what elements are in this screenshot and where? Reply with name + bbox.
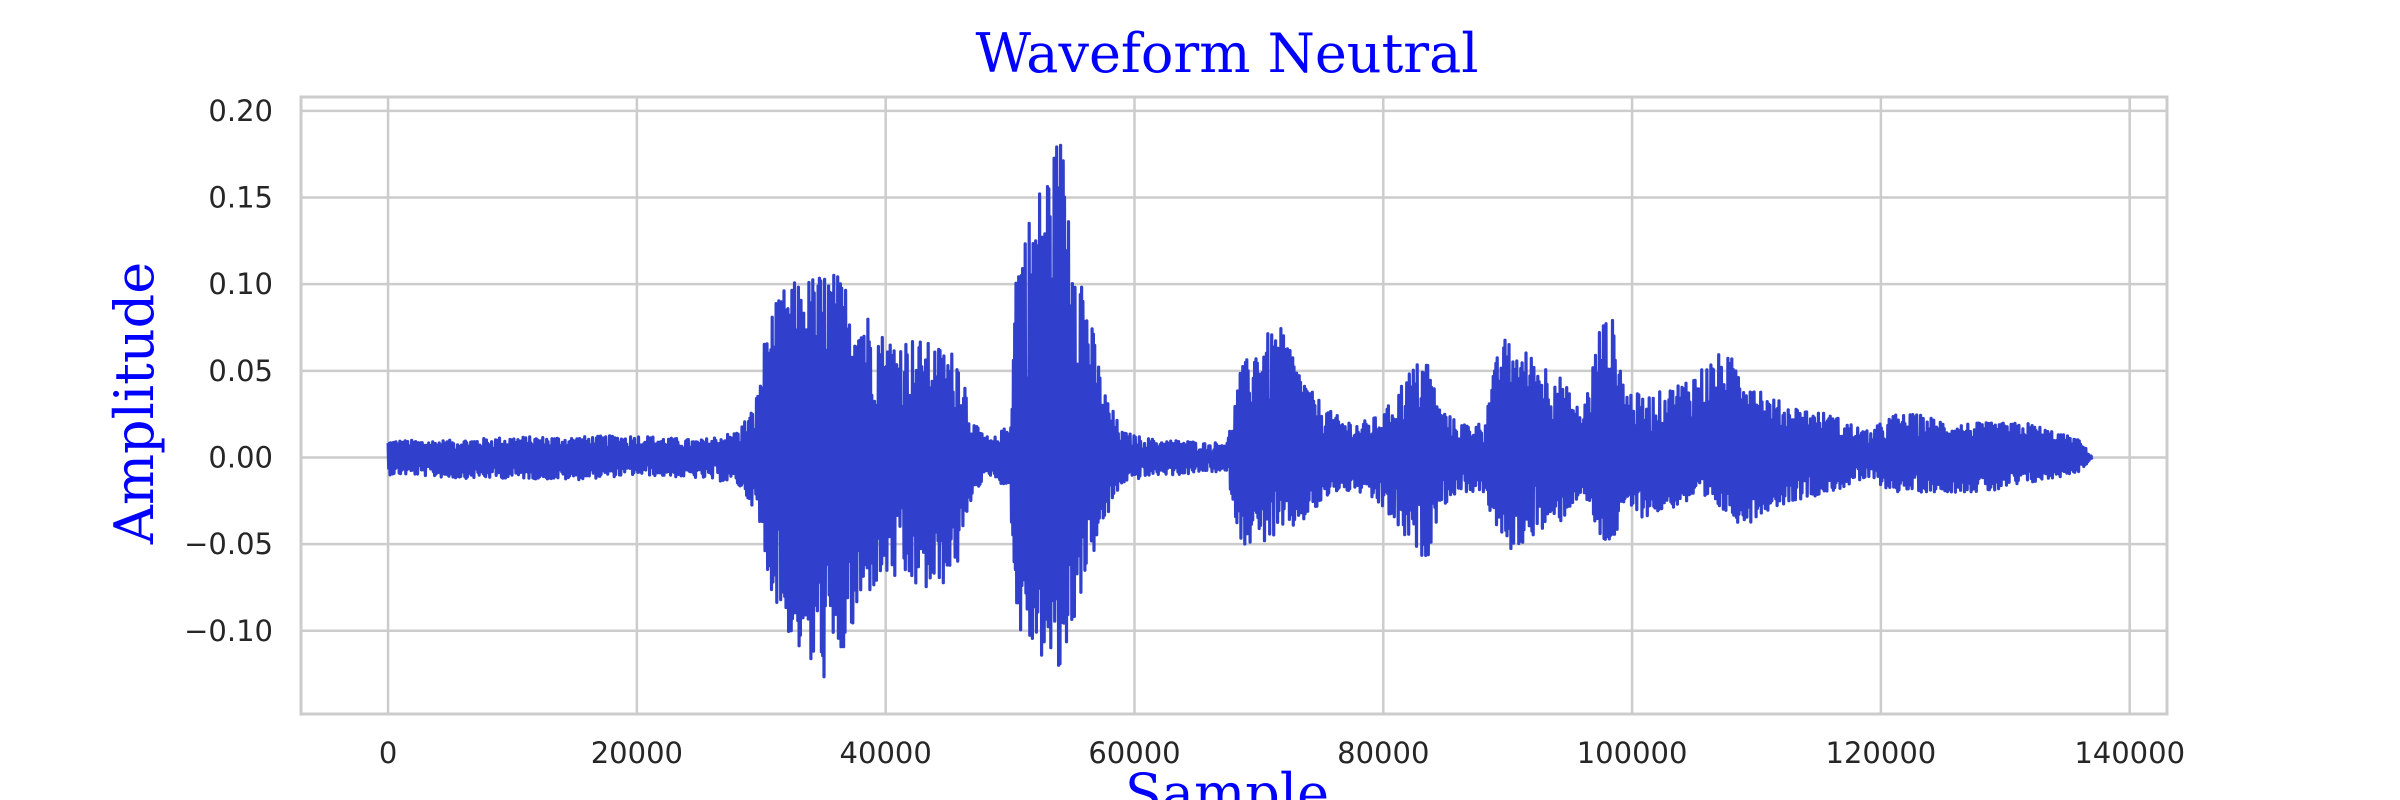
x-tick-label: 60000 [1088, 736, 1180, 770]
x-tick-label: 0 [379, 736, 397, 770]
x-axis-label: Sample [1125, 762, 1329, 800]
y-tick-label: −0.05 [184, 527, 273, 561]
y-tick-label: −0.10 [184, 614, 273, 648]
x-tick-label: 80000 [1337, 736, 1429, 770]
x-tick-label: 140000 [2074, 736, 2185, 770]
x-tick-label: 20000 [591, 736, 683, 770]
y-tick-label: 0.00 [208, 440, 273, 474]
y-tick-label: 0.15 [208, 181, 273, 215]
y-tick-labels: −0.10 −0.05 0.00 0.05 0.10 0.15 0.20 [184, 94, 273, 648]
x-tick-label: 100000 [1577, 736, 1688, 770]
waveform-series [386, 143, 2094, 679]
y-tick-label: 0.05 [208, 354, 273, 388]
y-axis-label: Amplitude [103, 262, 166, 545]
y-tick-label: 0.20 [208, 94, 273, 128]
plot-frame [299, 95, 2169, 716]
x-tick-label: 40000 [840, 736, 932, 770]
y-tick-label: 0.10 [208, 267, 273, 301]
waveform-line [386, 143, 2094, 679]
chart-title: Waveform Neutral [975, 22, 1478, 85]
x-tick-labels: 0 20000 40000 60000 80000 100000 120000 140000 [379, 736, 2185, 770]
x-tick-label: 120000 [1826, 736, 1937, 770]
